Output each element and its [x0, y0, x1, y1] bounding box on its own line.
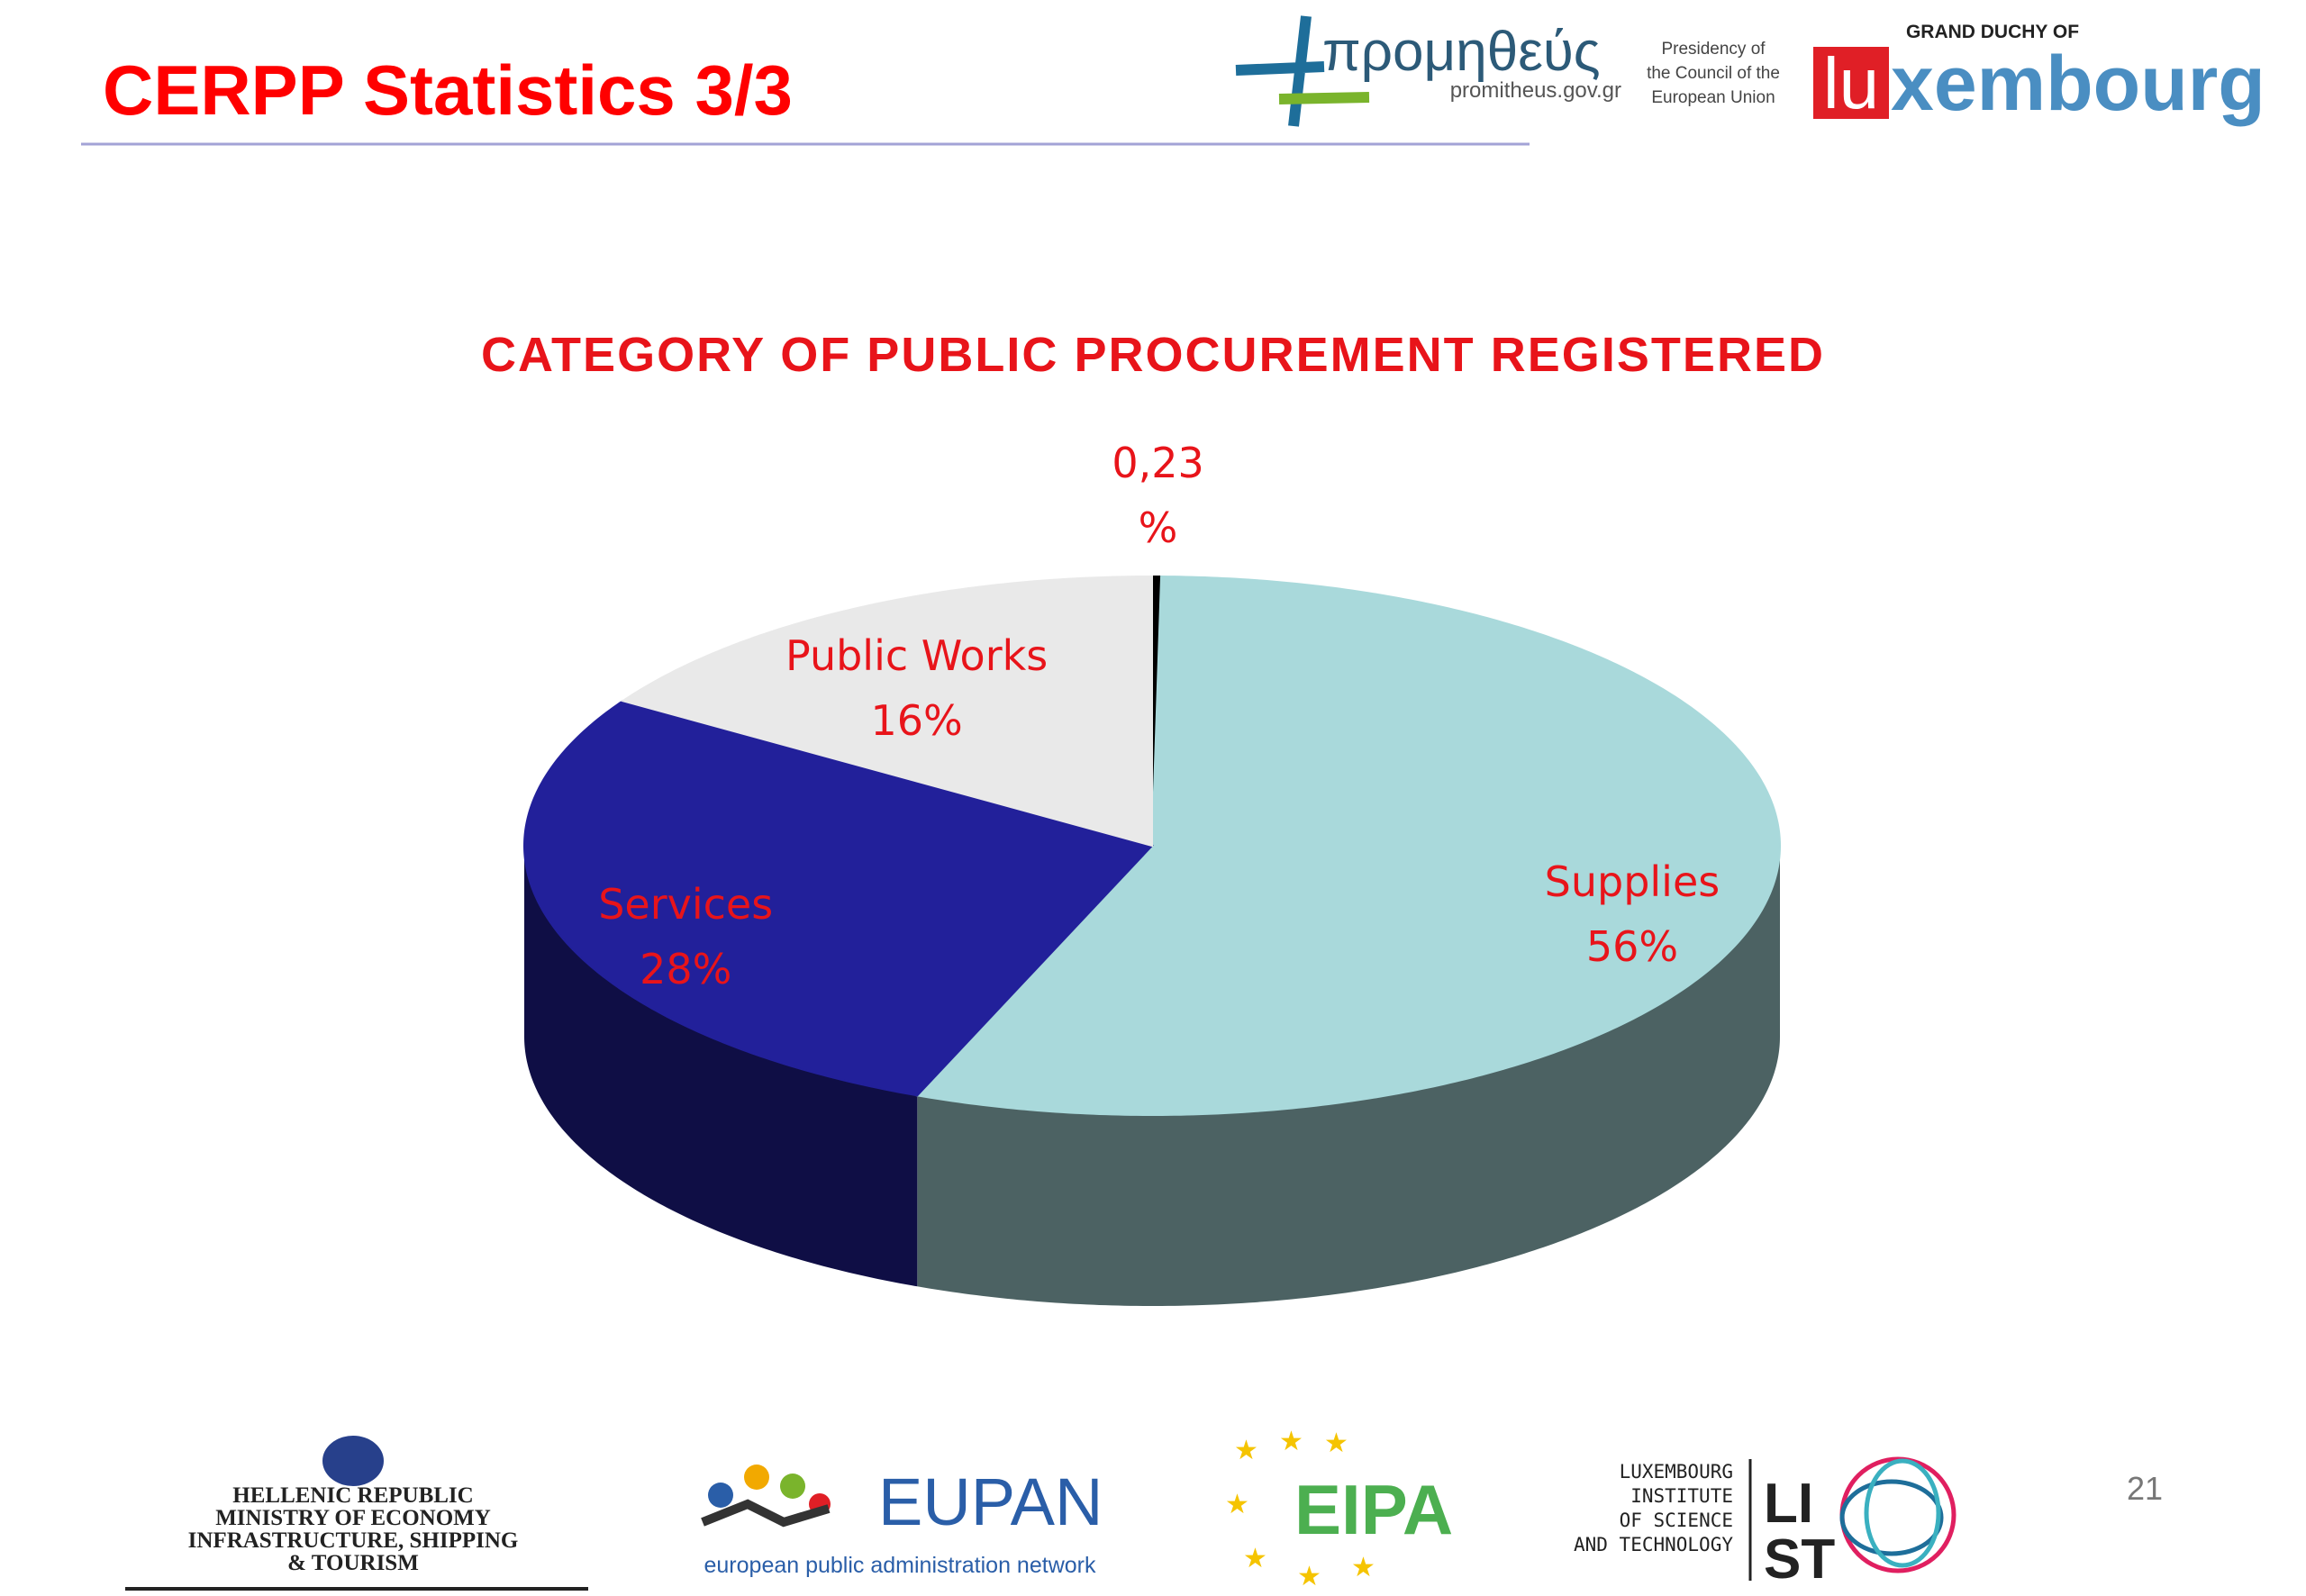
- value-label: 0,23 %: [1112, 439, 1204, 553]
- ministry-line: HELLENIC REPUBLIC: [232, 1483, 473, 1508]
- pie-slice: [620, 575, 1153, 848]
- lux-box: [1813, 47, 1889, 119]
- presidency: Presidency of the Council of the European …: [1647, 40, 1780, 107]
- lux-text: xembourg: [1891, 41, 2265, 127]
- value-label: 28%: [640, 945, 732, 994]
- list-line: AND TECHNOLOGY: [1574, 1534, 1733, 1555]
- svg-text:★: ★: [1243, 1544, 1267, 1573]
- ministry-line: MINISTRY OF ECONOMY: [215, 1506, 491, 1530]
- ministry-line: & TOURISM: [287, 1551, 419, 1575]
- emblem: [322, 1436, 384, 1486]
- data-label: 0,23 %: [1100, 431, 1217, 560]
- presidency-line: European Union: [1651, 88, 1775, 107]
- lux-box-text: lu: [1823, 43, 1879, 123]
- category-label: Supplies: [1544, 857, 1720, 907]
- pie-slice: [522, 700, 1154, 1097]
- value-label: 16%: [870, 696, 963, 746]
- data-label: Public Works 16%: [785, 623, 1048, 753]
- list-circles: [1839, 1456, 1956, 1573]
- data-label: Services 28%: [598, 872, 773, 1002]
- svg-text:★: ★: [1297, 1562, 1321, 1591]
- value-label: 56%: [1585, 922, 1679, 972]
- list-line: INSTITUTE: [1630, 1485, 1733, 1507]
- slide-title: CERPP Statistics 3/3: [103, 50, 793, 130]
- list-mark-line: LI: [1764, 1473, 1813, 1535]
- eipa-stars: ★ ★ ★ ★ ★ ★ ★: [1225, 1427, 1375, 1591]
- eupan: EUPAN: [878, 1465, 1103, 1539]
- pie: [522, 575, 1782, 1306]
- pie-slice-side: [917, 846, 1780, 1306]
- eupan-figures: [701, 1465, 831, 1528]
- eipa: EIPA: [1294, 1470, 1453, 1549]
- category-label: Services: [598, 880, 774, 929]
- logo-cross: [1278, 92, 1370, 104]
- logo-url: promitheus.gov.gr: [1450, 78, 1621, 103]
- chart-title: CATEGORY OF PUBLIC PROCUREMENT REGISTERE…: [481, 328, 1823, 382]
- pie-slice: [915, 576, 1782, 1116]
- pie-slice-side: [524, 846, 918, 1287]
- presidency-line: Presidency of: [1661, 40, 1766, 59]
- category-label: Public Works: [785, 631, 1049, 681]
- list-mark-line: ST: [1764, 1528, 1835, 1591]
- list-line: LUXEMBOURG: [1620, 1461, 1733, 1483]
- svg-text:★: ★: [1324, 1428, 1348, 1458]
- duchy: GRAND DUCHY OF: [1906, 22, 2079, 42]
- page-number: 21: [2127, 1470, 2163, 1507]
- eupan-tagline: european public administration network: [704, 1553, 1096, 1578]
- svg-text:★: ★: [1351, 1553, 1375, 1582]
- ministry-line: INFRASTRUCTURE, SHIPPING: [188, 1528, 519, 1553]
- presidency-line: the Council of the: [1647, 64, 1780, 83]
- logo-text: προμηθεύς: [1322, 21, 1601, 83]
- svg-text:★: ★: [1225, 1490, 1249, 1519]
- svg-text:★: ★: [1279, 1427, 1303, 1456]
- list-line: OF SCIENCE: [1620, 1510, 1733, 1531]
- data-label: Supplies 56%: [1545, 849, 1720, 979]
- svg-text:★: ★: [1234, 1436, 1258, 1465]
- logo-cross: [1235, 15, 1325, 127]
